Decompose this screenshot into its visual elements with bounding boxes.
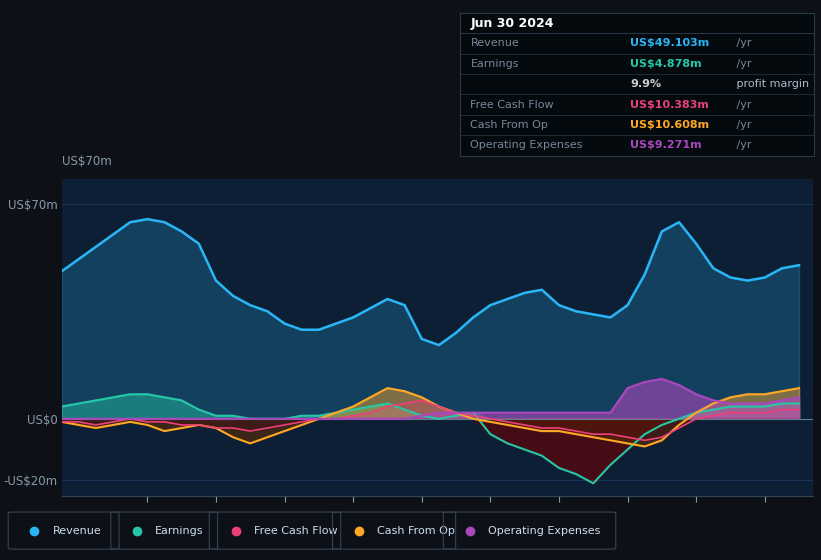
Text: US$9.271m: US$9.271m (630, 141, 702, 151)
Text: Cash From Op: Cash From Op (377, 526, 455, 535)
Text: /yr: /yr (733, 100, 751, 110)
Text: Revenue: Revenue (53, 526, 101, 535)
Text: /yr: /yr (733, 120, 751, 130)
Text: Cash From Op: Cash From Op (470, 120, 548, 130)
Text: Revenue: Revenue (470, 39, 519, 49)
Text: US$49.103m: US$49.103m (630, 39, 709, 49)
Text: Operating Expenses: Operating Expenses (488, 526, 600, 535)
Text: US$4.878m: US$4.878m (630, 59, 702, 69)
Text: US$70m: US$70m (62, 155, 112, 168)
Text: Free Cash Flow: Free Cash Flow (470, 100, 554, 110)
Text: US$10.608m: US$10.608m (630, 120, 709, 130)
Text: /yr: /yr (733, 59, 751, 69)
Text: Earnings: Earnings (470, 59, 519, 69)
Text: Earnings: Earnings (155, 526, 204, 535)
Text: US$10.383m: US$10.383m (630, 100, 709, 110)
Text: Free Cash Flow: Free Cash Flow (254, 526, 337, 535)
Text: 9.9%: 9.9% (630, 80, 661, 89)
Text: profit margin: profit margin (733, 80, 809, 89)
Text: Operating Expenses: Operating Expenses (470, 141, 583, 151)
Text: Jun 30 2024: Jun 30 2024 (470, 17, 554, 30)
Text: /yr: /yr (733, 39, 751, 49)
Text: /yr: /yr (733, 141, 751, 151)
